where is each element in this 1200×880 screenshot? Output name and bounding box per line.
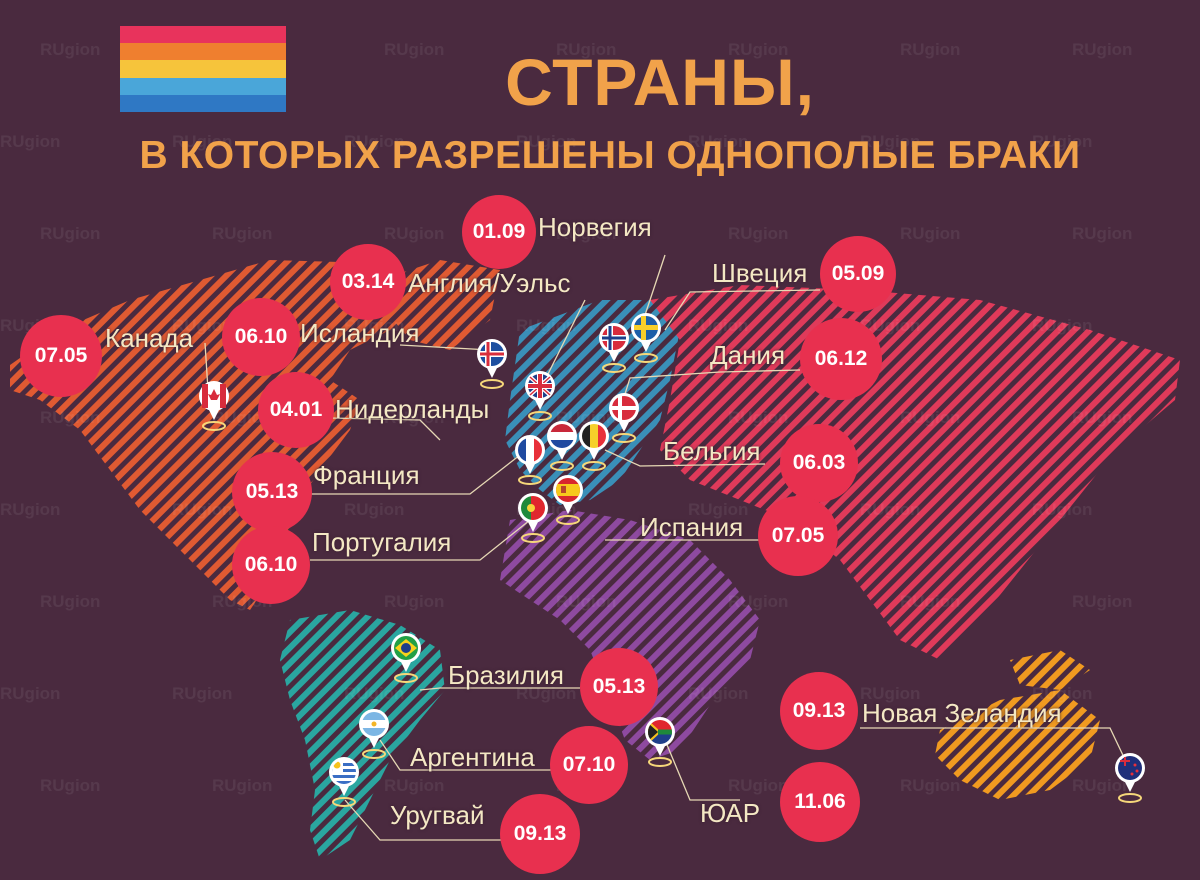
country-label-france: Франция (313, 460, 420, 490)
oceania-region (935, 690, 1100, 800)
france-flag-icon (515, 435, 545, 485)
date-badge-france: 05.13 (232, 452, 312, 532)
belgium-flag-icon (579, 421, 609, 471)
south-america-region (280, 610, 445, 860)
rainbow-stripe-yellow (120, 60, 286, 78)
country-label-canada: Канада (105, 323, 194, 353)
country-label-uruguay: Уругвай (390, 800, 485, 830)
rainbow-stripe-red (120, 26, 286, 44)
rainbow-flag (120, 26, 286, 113)
country-label-portugal: Португалия (312, 527, 452, 557)
page-title: СТРАНЫ, (505, 45, 815, 119)
date-badge-brazil: 05.13 (580, 648, 658, 726)
country-label-spain: Испания (640, 512, 744, 542)
rainbow-stripe-orange (120, 43, 286, 61)
leader-lines (204, 254, 1131, 841)
country-label-brazil: Бразилия (448, 660, 564, 690)
page-subtitle: В КОТОРЫХ РАЗРЕШЕНЫ ОДНОПОЛЫЕ БРАКИ (139, 134, 1081, 177)
date-badge-iceland: 06.10 (222, 298, 300, 376)
country-label-sweden: Швеция (712, 258, 808, 288)
canada-flag-icon (199, 381, 229, 431)
country-label-south-africa: ЮАР (700, 798, 761, 828)
country-label-netherlands: Нидерланды (335, 394, 490, 424)
new-zealand-flag-icon (1115, 753, 1145, 803)
date-badge-norway: 01.09 (462, 195, 536, 269)
argentina-flag-icon (359, 709, 389, 759)
date-badge-denmark: 06.12 (800, 318, 882, 400)
date-badge-south-africa: 11.06 (780, 762, 860, 842)
rainbow-stripe-lightblue (120, 77, 286, 95)
south-africa-flag-icon (645, 717, 675, 767)
date-badge-sweden: 05.09 (820, 236, 896, 312)
country-label-iceland: Исландия (300, 318, 420, 348)
brazil-flag-icon (391, 633, 421, 683)
date-badge-england-wales: 03.14 (330, 244, 406, 320)
greenland-region (380, 260, 500, 350)
denmark-flag-icon (609, 393, 639, 443)
spain-flag-icon (553, 475, 583, 525)
africa-region (500, 510, 760, 760)
date-badge-uruguay: 09.13 (500, 794, 580, 874)
netherlands-flag-icon (547, 421, 577, 471)
iceland-flag-icon (477, 339, 507, 389)
date-badge-argentina: 07.10 (550, 726, 628, 804)
uruguay-flag-icon (329, 757, 359, 807)
uk-flag-icon (525, 371, 555, 421)
norway-flag-icon (599, 323, 629, 373)
country-label-norway: Норвегия (538, 212, 652, 242)
date-badge-portugal: 06.10 (232, 526, 310, 604)
country-label-new-zealand: Новая Зеландия (862, 698, 1062, 728)
eurasia-region (650, 285, 1180, 660)
date-badge-belgium: 06.03 (780, 424, 858, 502)
country-label-belgium: Бельгия (663, 436, 761, 466)
new-guinea-region (1010, 650, 1090, 690)
date-badge-canada: 07.05 (20, 315, 102, 397)
portugal-flag-icon (518, 493, 548, 543)
country-label-england-wales: Англия/Уэльс (408, 268, 571, 298)
rainbow-stripe-blue (120, 94, 286, 113)
europe-west-region (505, 300, 680, 505)
sweden-flag-icon (631, 313, 661, 363)
date-badge-new-zealand: 09.13 (780, 672, 858, 750)
date-badge-netherlands: 04.01 (258, 372, 334, 448)
country-label-argentina: Аргентина (410, 742, 535, 772)
north-america-region (10, 260, 420, 610)
country-label-denmark: Дания (710, 340, 786, 370)
date-badge-spain: 07.05 (758, 496, 838, 576)
